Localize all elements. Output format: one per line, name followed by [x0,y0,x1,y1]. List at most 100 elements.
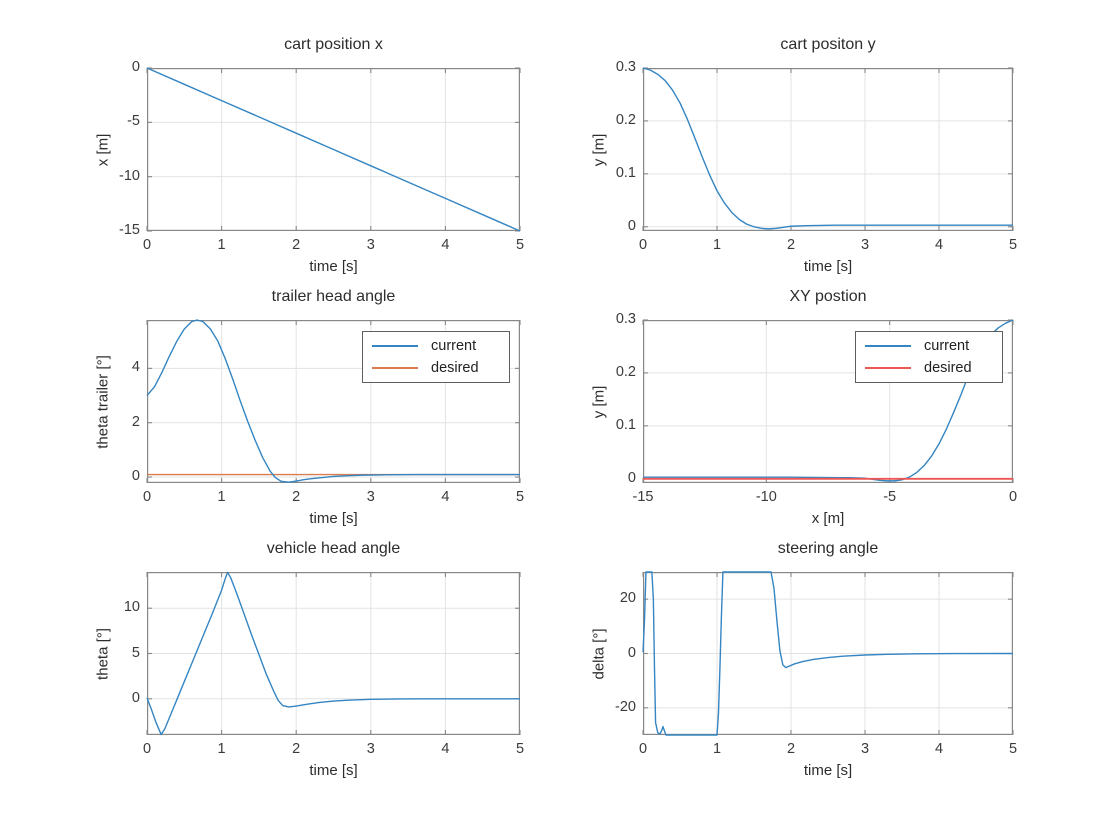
y-tick-label: 10 [123,599,140,616]
series-y [642,67,1013,230]
plot-canvas [642,571,1014,736]
y-tick-label: 0.1 [615,416,636,433]
y-tick-label: -15 [119,222,140,238]
legend-line-sample [865,345,911,347]
plot-title: cart positon y [780,36,876,53]
x-tick-label: 5 [1008,237,1018,253]
y-tick-label: 5 [131,644,140,661]
y-tick-label: 0.2 [615,111,636,128]
x-axis-label: time [s] [803,762,853,779]
plot-title: cart position x [284,36,383,53]
y-tick-label: 0.3 [615,311,636,327]
legend-item-desired: desired [363,357,509,379]
y-tick-label: 0.1 [615,164,636,181]
y-tick-label: 0.3 [615,59,636,75]
x-tick-label: 2 [292,237,301,253]
plot-title: XY postion [789,288,867,305]
x-tick-label: -15 [632,489,654,505]
x-tick-label: 4 [934,237,944,253]
x-tick-label: 1 [217,741,226,757]
subplot-xy-position: XY postion y [m] x [m] current desired -… [591,288,1018,527]
legend-line-sample [372,367,418,369]
x-tick-label: 0 [142,489,152,505]
legend-item-current: current [856,335,1002,357]
legend-label: current [924,338,970,354]
x-tick-label: 1 [712,741,722,757]
x-tick-label: 3 [860,237,870,253]
x-axis-label: time [s] [309,762,358,779]
x-tick-label: 0 [142,741,152,757]
y-tick-label: 0.2 [615,363,636,380]
y-tick-label: 20 [619,590,636,607]
x-tick-label: 5 [1008,741,1018,757]
legend-item-desired: desired [856,357,1002,379]
legend-label: desired [924,360,972,376]
x-tick-label: 2 [786,237,796,253]
x-tick-label: 4 [441,237,450,253]
x-axis-label: x [m] [811,510,845,527]
x-tick-label: 2 [786,741,796,757]
legend-line-sample [865,367,911,369]
y-tick-label: -20 [615,698,636,715]
y-tick-label: 0 [627,469,636,486]
series-delta [642,571,1014,736]
plot-canvas [146,67,521,232]
x-tick-label: 5 [515,489,525,505]
x-tick-label: 3 [860,741,870,757]
y-tick-label: 0 [131,468,140,485]
x-tick-label: 3 [366,489,375,505]
x-tick-label: 1 [217,489,226,505]
plot-canvas [642,67,1014,232]
x-tick-label: 1 [217,237,226,253]
y-tick-label: 0 [627,644,636,661]
y-tick-label: 0 [627,217,636,234]
x-tick-label: 0 [142,237,152,253]
series-theta [146,571,520,736]
x-tick-label: 0 [638,741,648,757]
x-axis-label: time [s] [309,258,358,275]
x-tick-label: 5 [515,741,525,757]
legend: current desired [362,331,510,383]
x-tick-label: 2 [292,489,301,505]
x-tick-label: 4 [441,741,450,757]
legend-label: desired [431,360,479,376]
subplot-cart-position-x: cart position x x [m] time [s] 0 1 2 3 4 5 0 -5… [95,36,525,275]
x-tick-label: 3 [366,237,375,253]
y-tick-label: -10 [119,167,140,184]
legend-line-sample [372,345,418,347]
x-tick-label: -5 [883,489,897,505]
y-tick-label: 0 [131,689,140,706]
plot-canvas [146,571,521,736]
legend: current desired [855,331,1003,383]
plot-canvas [146,319,521,484]
x-tick-label: 1 [712,237,722,253]
subplot-cart-position-y: cart positon y y [m] time [s] 0 1 2 3 4 5 0 0.1… [591,36,1018,275]
y-tick-label: 2 [131,413,140,430]
y-tick-label: 0 [131,59,140,75]
series-x [146,67,521,232]
x-tick-label: 0 [638,237,648,253]
plot-title: steering angle [777,540,879,557]
legend-item-current: current [363,335,509,357]
legend-label: current [431,338,477,354]
x-tick-label: 4 [934,741,944,757]
x-axis-label: time [s] [803,258,853,275]
subplot-trailer-head-angle: trailer head angle theta trailer [°] tim… [95,288,525,527]
y-axis-label: y [m] [590,133,608,166]
y-tick-label: -5 [127,113,140,130]
x-tick-label: 0 [1008,489,1018,505]
x-tick-label: 5 [515,237,525,253]
series-current [146,319,520,483]
y-axis-label: y [m] [590,385,608,418]
x-tick-label: 4 [441,489,450,505]
plot-title: trailer head angle [271,288,396,305]
x-tick-label: -10 [755,489,777,505]
x-tick-label: 2 [292,741,301,757]
x-axis-label: time [s] [309,510,358,527]
y-tick-label: 4 [131,359,140,376]
plot-title: vehicle head angle [266,540,401,557]
y-axis-label: x [m] [94,133,112,166]
